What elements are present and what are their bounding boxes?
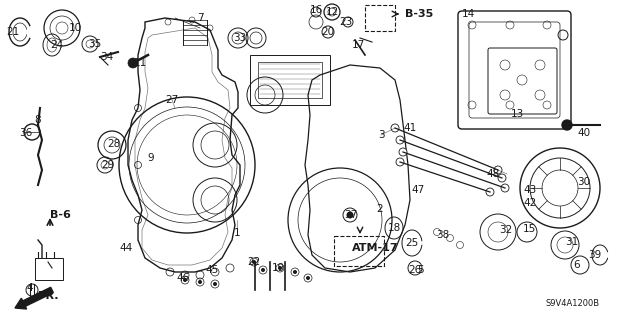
Text: 11: 11 [133,58,147,68]
Circle shape [396,136,404,144]
Text: 21: 21 [6,27,20,37]
Text: 6: 6 [573,260,580,270]
Text: 25: 25 [405,238,419,248]
Bar [258,62,322,98]
Text: 34: 34 [100,52,114,62]
Text: 38: 38 [436,230,450,240]
Text: 2: 2 [377,204,383,214]
Text: 36: 36 [19,128,33,138]
Text: 39: 39 [588,250,602,260]
Circle shape [213,282,217,286]
Circle shape [501,184,509,192]
Text: 40: 40 [577,128,591,138]
Circle shape [346,211,353,219]
Circle shape [562,120,572,130]
Circle shape [396,158,404,166]
Text: 28: 28 [108,139,120,149]
Text: 42: 42 [524,198,536,208]
Text: 29: 29 [101,160,115,170]
Text: 5: 5 [417,265,423,275]
Text: 32: 32 [499,225,513,235]
Circle shape [128,58,138,68]
Text: FR.: FR. [38,291,58,301]
Text: 27: 27 [165,95,179,105]
Circle shape [498,174,506,182]
Circle shape [252,260,256,264]
Text: 44: 44 [120,243,132,253]
Text: 7: 7 [196,13,204,23]
Circle shape [261,268,265,272]
Text: 17: 17 [351,40,365,50]
Text: 35: 35 [88,39,102,49]
Text: B-35: B-35 [405,9,433,19]
Text: 30: 30 [577,177,591,187]
FancyArrow shape [15,287,53,309]
Circle shape [391,124,399,132]
Circle shape [494,166,502,174]
Circle shape [198,280,202,284]
Text: 46: 46 [177,273,189,283]
Circle shape [399,148,407,156]
Text: 23: 23 [339,17,353,27]
Text: 4: 4 [27,283,33,293]
Text: 31: 31 [565,237,579,247]
Circle shape [293,270,297,274]
Text: 37: 37 [344,210,358,220]
Text: 33: 33 [234,33,246,43]
Text: B-6: B-6 [50,210,71,220]
Circle shape [486,188,494,196]
Text: 41: 41 [403,123,417,133]
Circle shape [183,278,187,282]
Text: 18: 18 [387,223,401,233]
Text: 1: 1 [234,228,240,238]
Text: 14: 14 [461,9,475,19]
Bar [250,55,330,105]
Circle shape [278,266,282,270]
Text: 47: 47 [412,185,424,195]
Circle shape [306,276,310,280]
Text: S9V4A1200B: S9V4A1200B [545,300,599,308]
Text: 9: 9 [148,153,154,163]
Text: 24: 24 [51,40,63,50]
Text: 8: 8 [35,115,42,125]
Text: 10: 10 [68,23,81,33]
Text: 20: 20 [321,27,335,37]
Text: ATM-17: ATM-17 [352,243,399,253]
Text: 45: 45 [205,265,219,275]
Bar [35,258,63,280]
Text: 43: 43 [524,185,536,195]
Text: 19: 19 [271,263,285,273]
Text: 16: 16 [309,5,323,15]
Text: 3: 3 [378,130,384,140]
Text: 13: 13 [510,109,524,119]
Text: 48: 48 [486,169,500,179]
Text: 15: 15 [522,224,536,234]
Text: 26: 26 [408,265,422,275]
Text: 12: 12 [325,7,339,17]
Text: 22: 22 [248,257,260,267]
